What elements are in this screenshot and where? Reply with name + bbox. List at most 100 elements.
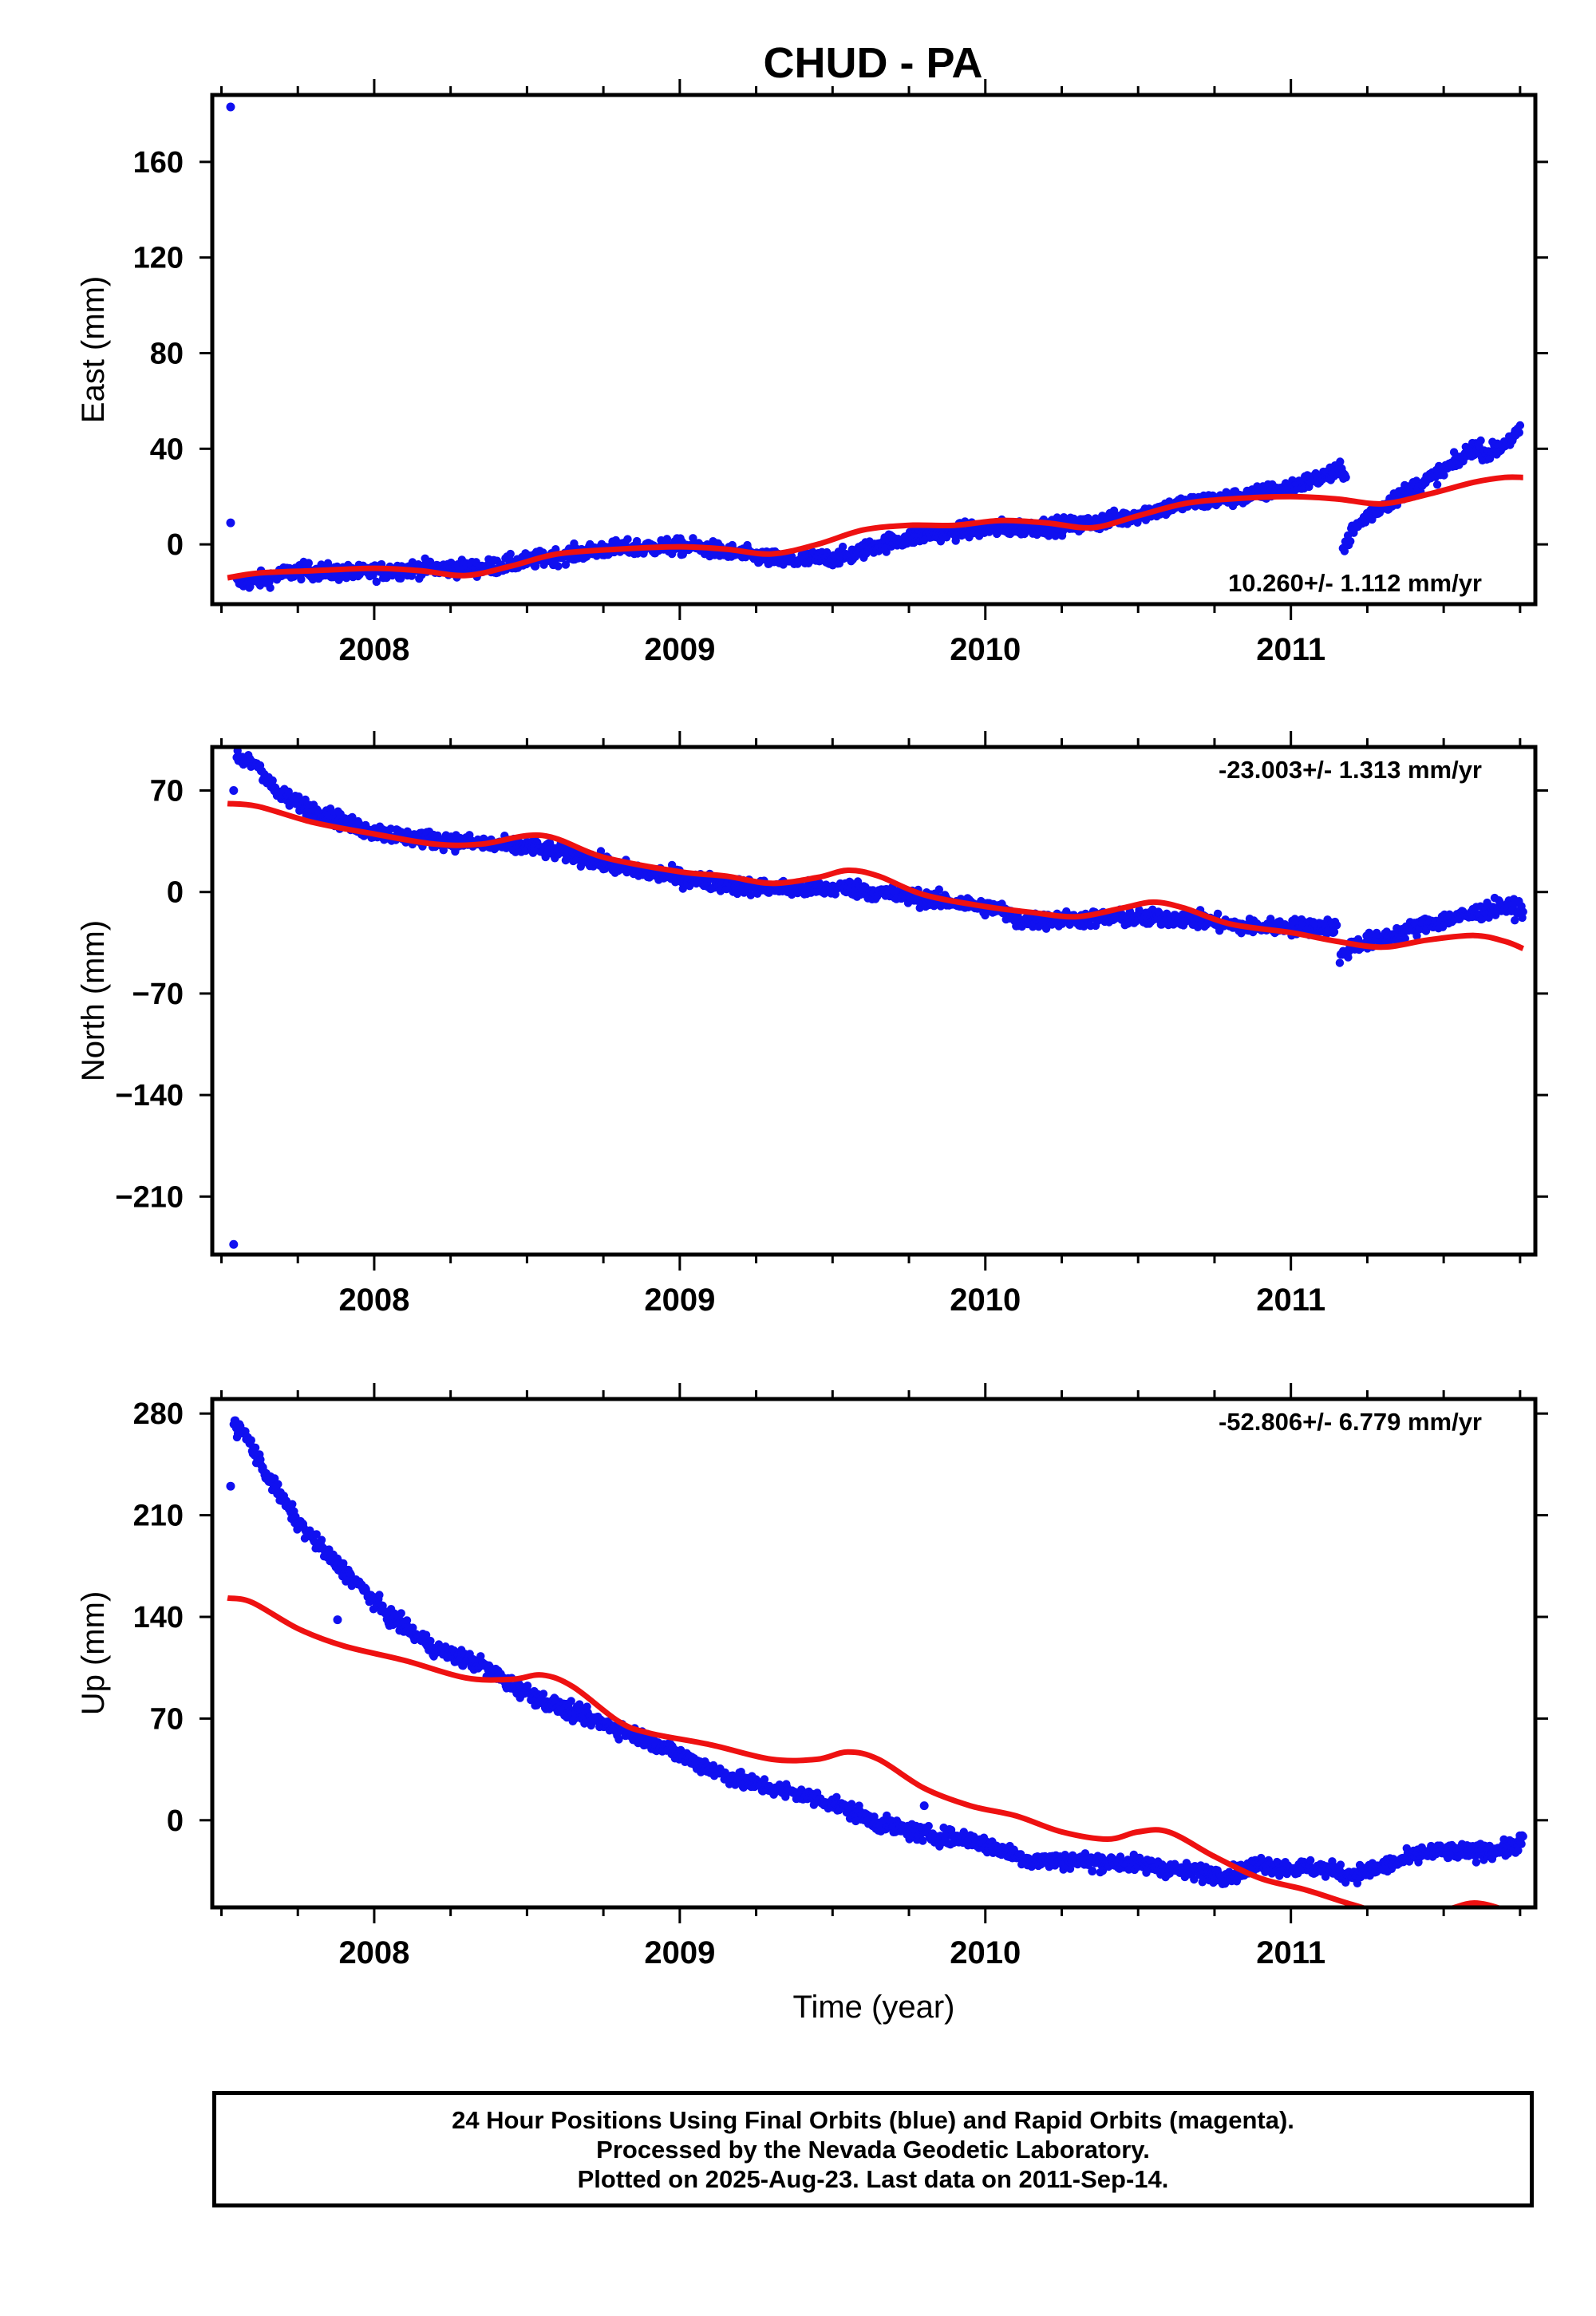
y-tick-label: 70 bbox=[150, 1702, 184, 1736]
north-axis-label: North (mm) bbox=[76, 920, 111, 1081]
y-tick-label: 0 bbox=[167, 528, 184, 562]
data-point bbox=[1341, 473, 1350, 482]
outlier-point bbox=[333, 1615, 342, 1625]
footer-box: 24 Hour Positions Using Final Orbits (bl… bbox=[212, 2091, 1534, 2207]
up-data-points bbox=[226, 1416, 1527, 1888]
x-tick-label: 2008 bbox=[338, 632, 409, 667]
data-point bbox=[1336, 457, 1345, 466]
data-point bbox=[1213, 909, 1223, 919]
data-point bbox=[1519, 1832, 1527, 1841]
data-point bbox=[981, 911, 990, 920]
data-point bbox=[1109, 506, 1119, 515]
north-plot-frame bbox=[210, 745, 1538, 1257]
x-tick-label: 2008 bbox=[338, 1282, 409, 1318]
data-point bbox=[1336, 1860, 1345, 1869]
x-tick-label: 2010 bbox=[950, 632, 1021, 667]
data-point bbox=[733, 889, 742, 899]
data-point bbox=[1515, 428, 1524, 437]
data-point bbox=[539, 1690, 548, 1698]
up-axis-label: Up (mm) bbox=[76, 1591, 111, 1716]
y-tick-label: −210 bbox=[115, 1180, 184, 1214]
data-point bbox=[372, 577, 381, 587]
data-point bbox=[870, 1812, 879, 1821]
data-point bbox=[1511, 916, 1519, 925]
data-point bbox=[297, 575, 306, 584]
data-point bbox=[1116, 1852, 1125, 1861]
footer-line-2: Processed by the Nevada Geodetic Laborat… bbox=[596, 2135, 1150, 2164]
x-tick-label: 2009 bbox=[644, 1935, 715, 1970]
data-point bbox=[1321, 1872, 1330, 1881]
data-point bbox=[924, 1821, 933, 1831]
data-point bbox=[1472, 1858, 1481, 1867]
data-point bbox=[407, 571, 417, 580]
north-model-curve bbox=[227, 800, 1525, 951]
y-tick-label: 120 bbox=[133, 242, 184, 275]
north-data-points bbox=[229, 747, 1527, 1249]
data-point bbox=[1353, 1879, 1362, 1887]
outlier-point bbox=[226, 1481, 235, 1491]
outlier-point bbox=[229, 786, 239, 796]
x-tick-label: 2011 bbox=[1256, 1935, 1325, 1970]
data-point bbox=[1514, 1846, 1523, 1855]
y-tick-label: −70 bbox=[132, 978, 184, 1011]
data-point bbox=[1432, 480, 1442, 489]
data-point bbox=[623, 535, 632, 543]
data-point bbox=[251, 1443, 260, 1452]
data-point bbox=[409, 1623, 417, 1632]
data-point bbox=[1400, 934, 1410, 943]
x-axis-label: Time (year) bbox=[793, 1990, 955, 2025]
data-point bbox=[1340, 547, 1349, 555]
data-point bbox=[934, 885, 944, 894]
y-tick-label: 0 bbox=[167, 876, 184, 910]
data-point bbox=[274, 1480, 282, 1488]
x-tick-label: 2010 bbox=[950, 1935, 1021, 1970]
footer-line-1: 24 Hour Positions Using Final Orbits (bl… bbox=[452, 2105, 1294, 2134]
data-point bbox=[439, 846, 448, 855]
data-point bbox=[354, 819, 363, 828]
data-point bbox=[561, 560, 571, 569]
x-tick-label: 2011 bbox=[1256, 1282, 1325, 1318]
data-point bbox=[567, 1697, 575, 1705]
data-point bbox=[1519, 907, 1527, 916]
y-tick-label: 280 bbox=[133, 1397, 184, 1431]
y-tick-label: −140 bbox=[115, 1079, 184, 1113]
y-tick-label: 70 bbox=[150, 775, 184, 808]
data-point bbox=[402, 1616, 412, 1625]
outlier-point bbox=[226, 518, 235, 528]
data-point bbox=[1332, 921, 1341, 930]
x-tick-label: 2011 bbox=[1256, 632, 1325, 667]
data-point bbox=[312, 1530, 321, 1539]
x-tick-label: 2008 bbox=[338, 1935, 409, 1970]
y-tick-label: 160 bbox=[133, 146, 184, 180]
up-model-curve bbox=[227, 1595, 1506, 1907]
data-point bbox=[918, 1836, 927, 1845]
data-point bbox=[1335, 958, 1345, 967]
data-point bbox=[266, 583, 275, 592]
data-point bbox=[375, 1591, 384, 1599]
up-plot-frame bbox=[210, 1397, 1538, 1910]
data-point bbox=[1412, 931, 1421, 941]
east-plot-frame bbox=[210, 93, 1538, 607]
data-point bbox=[832, 1792, 841, 1801]
y-tick-label: 210 bbox=[133, 1500, 184, 1533]
outlier-point bbox=[229, 1239, 239, 1249]
data-point bbox=[523, 1682, 532, 1690]
data-point bbox=[421, 1630, 431, 1639]
y-tick-label: 0 bbox=[167, 1804, 184, 1838]
data-point bbox=[268, 776, 277, 785]
data-point bbox=[1275, 1871, 1284, 1880]
data-point bbox=[1515, 421, 1525, 430]
data-point bbox=[1346, 537, 1355, 546]
data-point bbox=[397, 1609, 405, 1618]
data-point bbox=[506, 549, 515, 559]
data-point bbox=[1329, 927, 1339, 936]
data-point bbox=[1306, 1856, 1315, 1865]
data-point bbox=[678, 884, 687, 893]
outlier-point bbox=[1088, 1867, 1097, 1875]
data-point bbox=[317, 1535, 326, 1544]
east-data-points bbox=[226, 102, 1525, 592]
outlier-point bbox=[226, 102, 235, 112]
